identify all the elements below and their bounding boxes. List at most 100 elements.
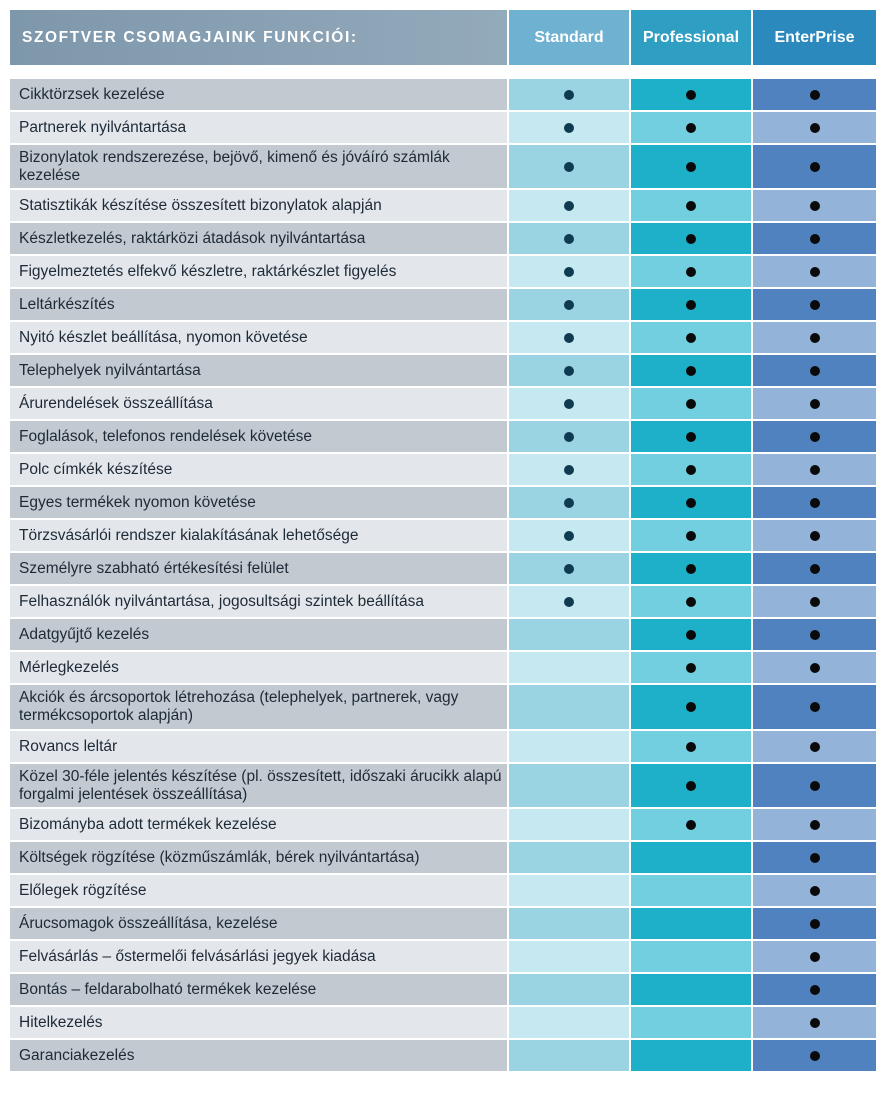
table-row: Árucsomagok összeállítása, kezelése (10, 908, 876, 939)
professional-cell (631, 487, 751, 518)
included-dot-icon (809, 332, 820, 343)
table-title: SZOFTVER CSOMAGJAINK FUNKCIÓI: (10, 10, 507, 65)
enterprise-cell (753, 1040, 876, 1071)
standard-cell (509, 764, 629, 807)
enterprise-cell (753, 145, 876, 188)
included-dot-icon (809, 852, 820, 863)
professional-cell (631, 842, 751, 873)
standard-cell (509, 1007, 629, 1038)
professional-cell (631, 145, 751, 188)
professional-cell (631, 553, 751, 584)
table-row: Egyes termékek nyomon követése (10, 487, 876, 518)
included-dot-icon (809, 497, 820, 508)
enterprise-cell (753, 553, 876, 584)
included-dot-icon (686, 233, 696, 244)
feature-label: Polc címkék készítése (10, 454, 507, 485)
included-dot-icon (564, 299, 574, 310)
professional-cell (631, 875, 751, 906)
professional-cell (631, 764, 751, 807)
standard-cell (509, 256, 629, 287)
included-dot-icon (809, 780, 820, 791)
enterprise-cell (753, 520, 876, 551)
included-dot-icon (686, 563, 696, 574)
professional-cell (631, 256, 751, 287)
professional-cell (631, 941, 751, 972)
included-dot-icon (564, 431, 574, 442)
included-dot-icon (809, 918, 820, 929)
included-dot-icon (809, 741, 820, 752)
enterprise-cell (753, 322, 876, 353)
enterprise-cell (753, 941, 876, 972)
included-dot-icon (564, 497, 574, 508)
feature-label: Felvásárlás – őstermelői felvásárlási je… (10, 941, 507, 972)
feature-label: Közel 30-féle jelentés készítése (pl. ös… (10, 764, 507, 807)
standard-cell (509, 454, 629, 485)
table-row: Mérlegkezelés (10, 652, 876, 683)
professional-cell (631, 619, 751, 650)
included-dot-icon (686, 596, 696, 607)
enterprise-cell (753, 652, 876, 683)
professional-cell (631, 79, 751, 110)
professional-cell (631, 289, 751, 320)
included-dot-icon (686, 365, 696, 376)
professional-cell (631, 355, 751, 386)
column-header-standard: Standard (509, 10, 629, 65)
included-dot-icon (564, 596, 574, 607)
feature-label: Bizonylatok rendszerezése, bejövő, kimen… (10, 145, 507, 188)
standard-cell (509, 586, 629, 617)
professional-cell (631, 908, 751, 939)
feature-label: Garanciakezelés (10, 1040, 507, 1071)
table-row: Felhasználók nyilvántartása, jogosultság… (10, 586, 876, 617)
standard-cell (509, 974, 629, 1005)
included-dot-icon (809, 398, 820, 409)
included-dot-icon (564, 266, 574, 277)
feature-label: Bizományba adott termékek kezelése (10, 809, 507, 840)
standard-cell (509, 223, 629, 254)
included-dot-icon (809, 563, 820, 574)
standard-cell (509, 145, 629, 188)
standard-cell (509, 908, 629, 939)
included-dot-icon (809, 464, 820, 475)
feature-label: Bontás – feldarabolható termékek kezelés… (10, 974, 507, 1005)
table-row: Árurendelések összeállítása (10, 388, 876, 419)
included-dot-icon (564, 464, 574, 475)
table-row: Hitelkezelés (10, 1007, 876, 1038)
included-dot-icon (809, 299, 820, 310)
table-row: Statisztikák készítése összesített bizon… (10, 190, 876, 221)
professional-cell (631, 322, 751, 353)
enterprise-cell (753, 1007, 876, 1038)
included-dot-icon (809, 431, 820, 442)
feature-label: Foglalások, telefonos rendelések követés… (10, 421, 507, 452)
feature-label: Adatgyűjtő kezelés (10, 619, 507, 650)
standard-cell (509, 322, 629, 353)
feature-label: Rovancs leltár (10, 731, 507, 762)
standard-cell (509, 487, 629, 518)
included-dot-icon (686, 629, 696, 640)
professional-cell (631, 685, 751, 729)
column-header-enterprise: EnterPrise (753, 10, 876, 65)
standard-cell (509, 1040, 629, 1071)
feature-label: Figyelmeztetés elfekvő készletre, raktár… (10, 256, 507, 287)
included-dot-icon (564, 89, 574, 100)
professional-cell (631, 421, 751, 452)
feature-label: Hitelkezelés (10, 1007, 507, 1038)
standard-cell (509, 685, 629, 729)
standard-cell (509, 652, 629, 683)
included-dot-icon (686, 200, 696, 211)
standard-cell (509, 190, 629, 221)
included-dot-icon (809, 161, 820, 172)
included-dot-icon (564, 161, 574, 172)
table-row: Akciók és árcsoportok létrehozása (telep… (10, 685, 876, 729)
feature-label: Árurendelések összeállítása (10, 388, 507, 419)
feature-label: Mérlegkezelés (10, 652, 507, 683)
feature-rows: Cikktörzsek kezelése Partnerek nyilvántar… (10, 79, 876, 1071)
included-dot-icon (686, 299, 696, 310)
table-row: Bontás – feldarabolható termékek kezelés… (10, 974, 876, 1005)
feature-label: Egyes termékek nyomon követése (10, 487, 507, 518)
table-row: Foglalások, telefonos rendelések követés… (10, 421, 876, 452)
standard-cell (509, 520, 629, 551)
table-row: Leltárkészítés (10, 289, 876, 320)
included-dot-icon (809, 596, 820, 607)
included-dot-icon (686, 702, 696, 712)
included-dot-icon (564, 332, 574, 343)
